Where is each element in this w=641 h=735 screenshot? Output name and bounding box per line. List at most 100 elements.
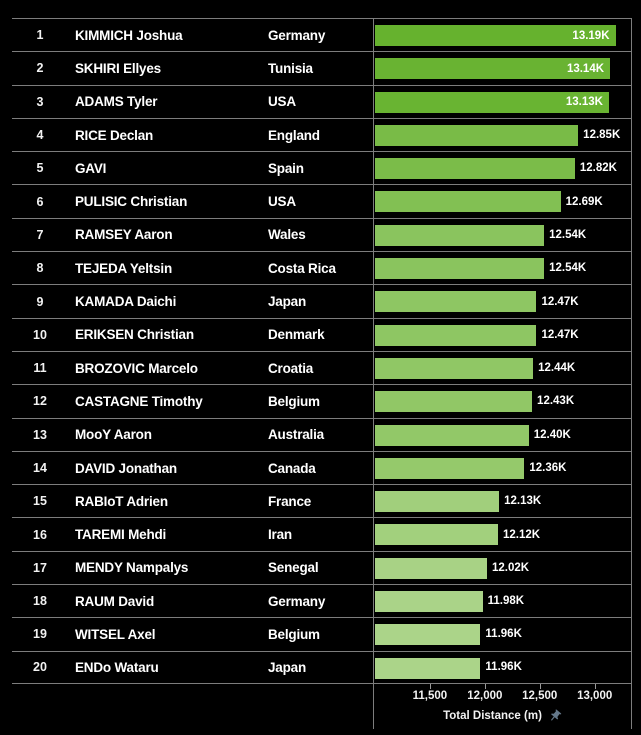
x-axis-title: Total Distance (m) — [373, 709, 632, 723]
distance-bar[interactable]: 13.19K — [375, 25, 616, 46]
table-row[interactable]: 16 TAREMI Mehdi Iran 12.12K — [12, 517, 632, 550]
bar-value-label: 13.13K — [565, 96, 603, 109]
bar-cell: 13.19K — [373, 19, 632, 51]
bar-value-label: 11.96K — [485, 628, 522, 641]
pushpin-icon[interactable] — [545, 706, 565, 726]
country-cell: Belgium — [268, 626, 320, 642]
table-row[interactable]: 14 DAVID Jonathan Canada 12.36K — [12, 450, 632, 484]
rank-cell: 18 — [33, 594, 47, 609]
table-row[interactable]: 5 GAVI Spain 12.82K — [12, 151, 632, 184]
distance-bar[interactable] — [375, 591, 483, 613]
table-row[interactable]: 7 RAMSEY Aaron Wales 12.54K — [12, 217, 632, 251]
axis-tick-mark — [594, 684, 596, 689]
player-name-cell: RAUM David — [75, 593, 155, 609]
table-row[interactable]: 8 TEJEDA Yeltsin Costa Rica 12.54K — [12, 251, 632, 284]
distance-bar[interactable] — [375, 124, 579, 146]
distance-bar[interactable] — [375, 224, 545, 246]
country-cell: Germany — [268, 593, 326, 609]
player-name-cell: RAMSEY Aaron — [75, 227, 173, 243]
player-name-cell: KIMMICH Joshua — [75, 27, 183, 43]
rank-cell: 9 — [36, 294, 44, 309]
table-row[interactable]: 11 BROZOVIC Marcelo Croatia 12.44K — [12, 350, 632, 384]
axis-tick-mark — [539, 684, 541, 689]
rank-cell: 11 — [33, 361, 47, 376]
distance-bar[interactable] — [375, 191, 561, 213]
table-row[interactable]: 9 KAMADA Daichi Japan 12.47K — [12, 284, 632, 317]
bar-value-label: 12.44K — [538, 362, 576, 375]
bar-cell: 11.96K — [373, 618, 632, 650]
axis-tick-label: 12,500 — [522, 690, 558, 702]
country-cell: Croatia — [268, 360, 314, 376]
bar-cell: 12.44K — [373, 352, 632, 384]
country-cell: Spain — [268, 160, 304, 176]
country-cell: Belgium — [268, 393, 320, 409]
country-cell: Wales — [268, 227, 306, 243]
bar-value-label: 12.47K — [541, 328, 579, 341]
player-name-cell: SKHIRI Ellyes — [75, 60, 161, 76]
rank-cell: 17 — [33, 560, 47, 575]
distance-bar[interactable] — [375, 158, 575, 180]
player-name-cell: RICE Declan — [75, 127, 154, 143]
table-row[interactable]: 13 MooY Aaron Australia 12.40K — [12, 417, 632, 451]
table-row[interactable]: 15 RABIoT Adrien France 12.13K — [12, 484, 632, 517]
rank-cell: 20 — [33, 660, 47, 675]
distance-bar[interactable] — [375, 657, 481, 679]
distance-bar[interactable] — [375, 424, 529, 446]
bar-value-label: 12.36K — [529, 462, 567, 474]
bar-value-label: 12.40K — [533, 428, 571, 441]
country-cell: England — [268, 127, 320, 143]
table-row[interactable]: 4 RICE Declan England 12.85K — [12, 117, 632, 151]
bar-cell: 12.54K — [373, 252, 632, 284]
table-row[interactable]: 3 ADAMS Tyler USA 13.13K — [12, 84, 632, 118]
table-row[interactable]: 19 WITSEL Axel Belgium 11.96K — [12, 617, 632, 650]
axis-tick-label: 13,000 — [577, 690, 613, 702]
distance-bar[interactable] — [375, 624, 481, 646]
table-row[interactable]: 2 SKHIRI Ellyes Tunisia 13.14K — [12, 51, 632, 84]
distance-bar[interactable] — [375, 491, 500, 513]
player-name-cell: KAMADA Daichi — [75, 294, 177, 310]
country-cell: USA — [268, 194, 296, 210]
distance-bar[interactable] — [375, 258, 545, 280]
rank-cell: 15 — [33, 494, 47, 509]
bar-cell: 12.69K — [373, 185, 632, 217]
table-row[interactable]: 1 KIMMICH Joshua Germany 13.19K — [12, 18, 632, 51]
table-row[interactable]: 20 ENDo Wataru Japan 11.96K — [12, 650, 632, 684]
table-row[interactable]: 6 PULISIC Christian USA 12.69K — [12, 184, 632, 217]
distance-bar[interactable]: 13.14K — [375, 58, 611, 80]
distance-bar[interactable] — [375, 524, 498, 546]
bar-cell: 12.12K — [373, 518, 632, 550]
rank-cell: 7 — [36, 227, 44, 242]
country-cell: Canada — [268, 460, 316, 476]
table-row[interactable]: 17 MENDY Nampalys Senegal 12.02K — [12, 550, 632, 584]
bar-cell: 12.47K — [373, 285, 632, 317]
distance-bar[interactable] — [375, 291, 537, 313]
bar-value-label: 12.12K — [503, 528, 541, 541]
rank-cell: 12 — [33, 394, 47, 409]
bar-value-label: 11.96K — [485, 661, 522, 674]
bar-value-label: 12.69K — [565, 195, 603, 208]
player-name-cell: ADAMS Tyler — [75, 94, 158, 110]
table-row[interactable]: 10 ERIKSEN Christian Denmark 12.47K — [12, 317, 632, 351]
bar-cell: 12.82K — [373, 152, 632, 184]
country-cell: Japan — [268, 659, 307, 675]
distance-bar[interactable] — [375, 357, 534, 379]
table-row[interactable]: 18 RAUM David Germany 11.98K — [12, 584, 632, 617]
distance-bar[interactable] — [375, 391, 533, 413]
distance-bar[interactable] — [375, 557, 488, 579]
player-name-cell: MENDY Nampalys — [75, 560, 189, 576]
bar-cell: 12.47K — [373, 319, 632, 351]
distance-bar[interactable]: 13.13K — [375, 91, 609, 113]
distance-bar[interactable] — [375, 324, 537, 346]
distance-bar[interactable] — [375, 457, 525, 479]
country-cell: Japan — [268, 294, 307, 310]
player-name-cell: TEJEDA Yeltsin — [75, 260, 172, 276]
player-name-cell: ENDo Wataru — [75, 659, 159, 675]
player-name-cell: WITSEL Axel — [75, 626, 156, 642]
rank-cell: 14 — [33, 461, 47, 475]
ranking-table: 1 KIMMICH Joshua Germany 13.19K 2 SKHIRI Elly… — [12, 18, 632, 684]
player-name-cell: MooY Aaron — [75, 427, 152, 443]
rank-cell: 6 — [36, 194, 44, 209]
table-row[interactable]: 12 CASTAGNE Timothy Belgium 12.43K — [12, 384, 632, 417]
bar-value-label: 11.98K — [487, 595, 525, 608]
